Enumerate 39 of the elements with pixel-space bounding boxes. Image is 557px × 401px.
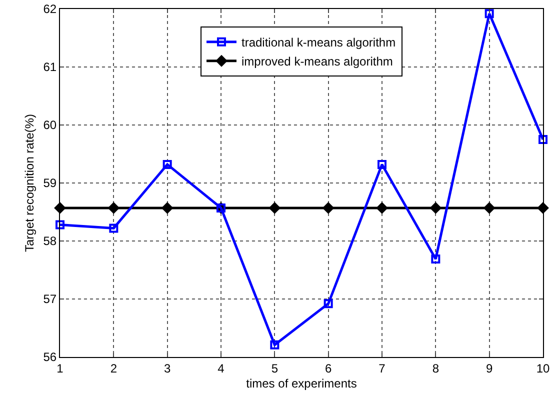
legend-label: traditional k-means algorithm <box>242 36 396 50</box>
point <box>108 202 120 214</box>
y-tick-label: 62 <box>43 2 57 16</box>
point <box>484 9 494 18</box>
point <box>431 254 440 264</box>
x-axis-title: times of experiments <box>246 376 357 390</box>
point <box>56 220 64 230</box>
legend-label: improved k-means algorithm <box>242 54 393 69</box>
y-axis-title: Target recognition rate(%) <box>22 114 37 252</box>
x-tick-label: 4 <box>218 361 225 376</box>
point <box>376 202 388 214</box>
y-tick-label: 56 <box>43 350 57 364</box>
point <box>109 224 118 233</box>
x-tick-label: 9 <box>486 361 493 376</box>
point <box>538 135 548 144</box>
point <box>484 202 495 214</box>
point <box>162 160 172 169</box>
x-tick-label: 8 <box>432 361 440 376</box>
y-tick-label: 57 <box>43 292 57 306</box>
point <box>269 202 280 214</box>
x-tick-label: 5 <box>271 361 278 376</box>
y-tick-label: 61 <box>43 60 57 74</box>
point <box>162 202 173 214</box>
y-tick-label: 59 <box>43 176 57 190</box>
x-tick-label: 10 <box>536 361 550 376</box>
point <box>537 202 549 214</box>
x-tick-label: 7 <box>378 361 386 376</box>
y-tick-label: 58 <box>43 234 57 248</box>
point <box>378 160 386 169</box>
x-tick-label: 2 <box>110 361 118 376</box>
x-tick-label: 1 <box>56 361 64 376</box>
point <box>322 202 334 214</box>
point <box>54 202 66 214</box>
y-tick-label: 60 <box>43 118 57 132</box>
point <box>430 202 442 214</box>
x-tick-label: 6 <box>324 361 332 376</box>
x-tick-label: 3 <box>164 361 171 376</box>
point <box>270 340 280 350</box>
point <box>324 299 333 308</box>
